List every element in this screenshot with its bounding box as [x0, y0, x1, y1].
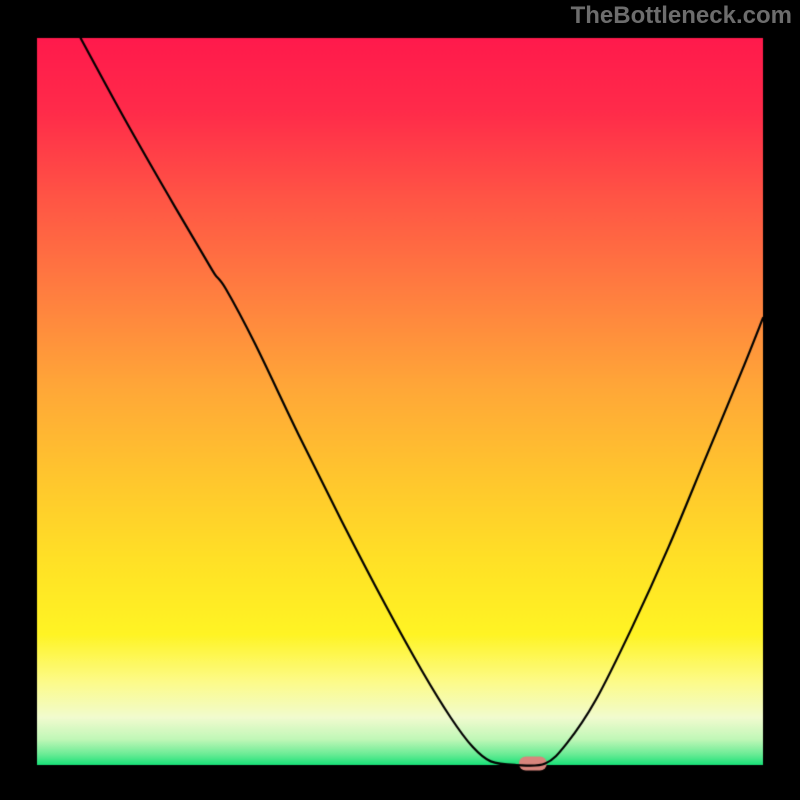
- watermark-label: TheBottleneck.com: [571, 2, 792, 30]
- chart-container: TheBottleneck.com: [0, 0, 800, 800]
- bottleneck-chart: [0, 0, 800, 800]
